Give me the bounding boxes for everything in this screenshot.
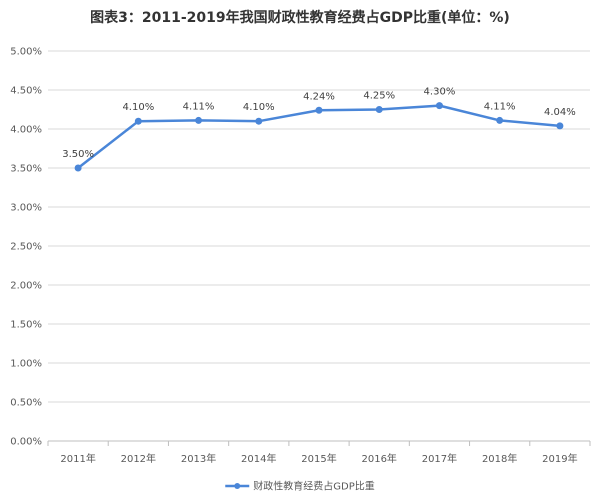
data-label: 3.50%	[62, 149, 94, 160]
x-tick-label: 2018年	[482, 452, 517, 465]
data-label: 4.11%	[484, 101, 516, 112]
x-tick-label: 2011年	[60, 452, 95, 465]
gridlines	[48, 50, 590, 403]
data-label: 4.30%	[424, 87, 456, 98]
x-tick-label: 2017年	[422, 452, 457, 465]
x-tick-label: 2013年	[181, 452, 216, 465]
data-point	[74, 164, 82, 172]
legend-marker-dot	[234, 483, 241, 489]
x-tick-label: 2016年	[361, 452, 396, 465]
y-tick-label: 0.50%	[10, 398, 42, 409]
data-point	[375, 106, 383, 113]
data-point	[255, 117, 263, 125]
y-tick-label: 0.00%	[10, 437, 42, 448]
data-point	[556, 122, 564, 130]
y-tick-label: 5.00%	[10, 47, 42, 58]
y-tick-label: 3.00%	[10, 203, 42, 214]
data-point	[195, 116, 203, 124]
data-label: 4.11%	[183, 101, 215, 112]
legend-label: 财政性教育经费占GDP比重	[253, 480, 374, 493]
data-label: 4.10%	[243, 102, 275, 113]
data-label: 4.25%	[363, 91, 395, 102]
data-labels: 3.50% 4.10% 4.11% 4.10% 4.24% 4.25% 4.30% 4.11%…	[62, 87, 576, 160]
legend: 财政性教育经费占GDP比重	[225, 480, 375, 493]
series-points	[74, 102, 564, 172]
y-tick-label: 1.00%	[10, 359, 42, 370]
data-point	[496, 116, 504, 124]
y-axis-ticks: 0.00% 0.50% 1.00% 1.50% 2.00% 2.50% 3.00% 3.50%…	[10, 47, 42, 448]
y-tick-label: 2.50%	[10, 242, 42, 253]
y-tick-label: 3.50%	[10, 164, 42, 175]
data-point	[134, 117, 142, 125]
x-axis-ticks: 2011年 2012年 2013年 2014年 2015年 2016年 2017年 2018年…	[60, 452, 577, 465]
data-point	[315, 106, 323, 114]
x-tick-label: 2014年	[241, 452, 276, 465]
y-tick-label: 1.50%	[10, 320, 42, 331]
chart-title: 图表3：2011-2019年我国财政性教育经费占GDP比重(单位：%)	[90, 10, 510, 26]
data-label: 4.10%	[122, 102, 154, 113]
y-tick-label: 2.00%	[10, 281, 42, 292]
data-label: 4.04%	[544, 107, 576, 118]
series-line	[76, 104, 562, 170]
axes	[47, 440, 591, 446]
data-point	[435, 102, 443, 110]
y-tick-label: 4.00%	[10, 125, 42, 136]
x-tick-label: 2015年	[301, 452, 336, 465]
x-tick-label: 2019年	[542, 452, 577, 465]
series-line-path	[76, 104, 562, 170]
x-tick-label: 2012年	[121, 452, 156, 465]
data-label: 4.24%	[303, 91, 335, 102]
y-tick-label: 4.50%	[10, 86, 42, 97]
